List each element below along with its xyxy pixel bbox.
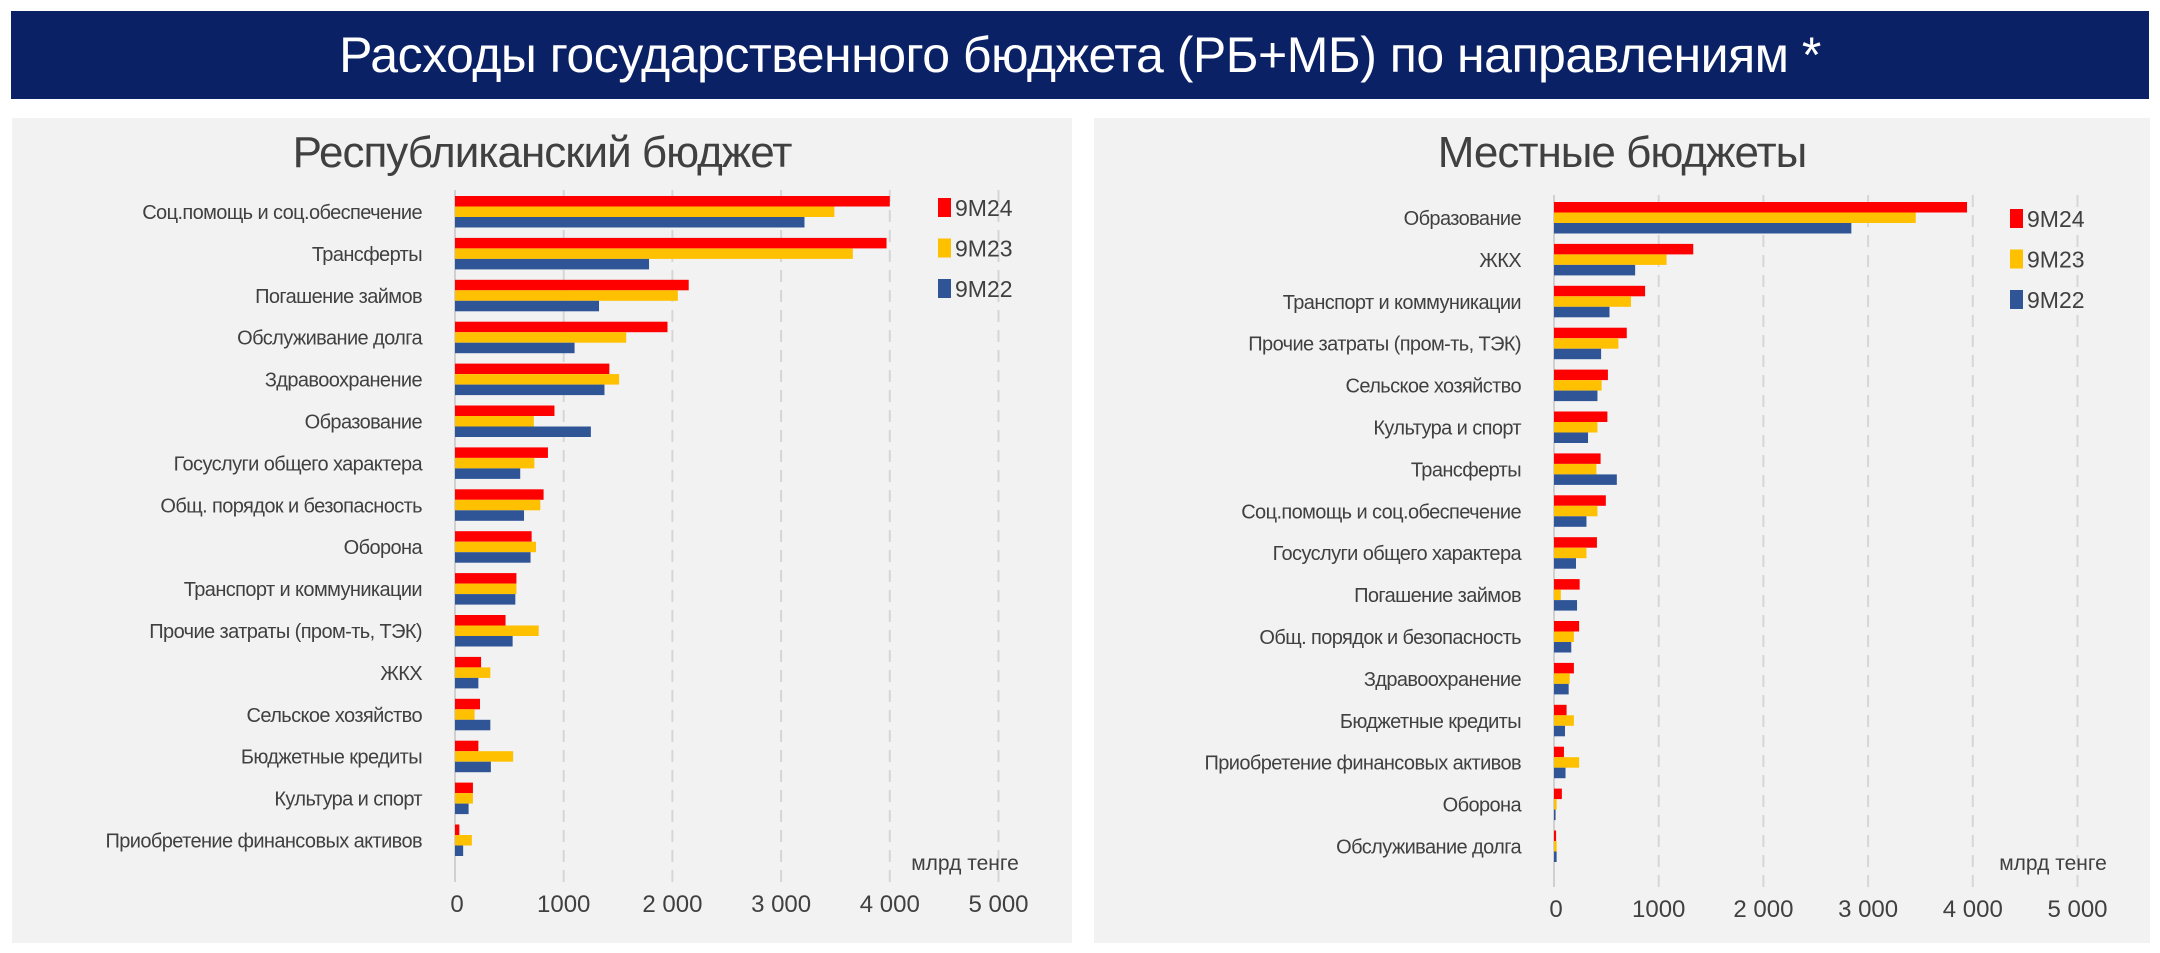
local-budgets-panel: Местные бюджеты [1094,118,2150,943]
chart-title: Местные бюджеты [1437,128,1808,177]
republican-budget-panel: Республиканский бюджет [12,118,1072,943]
page-title-banner: Расходы государственного бюджета (РБ+МБ)… [11,11,2149,99]
chart-title: Республиканский бюджет [292,128,793,177]
page-title: Расходы государственного бюджета (РБ+МБ)… [339,27,1821,83]
